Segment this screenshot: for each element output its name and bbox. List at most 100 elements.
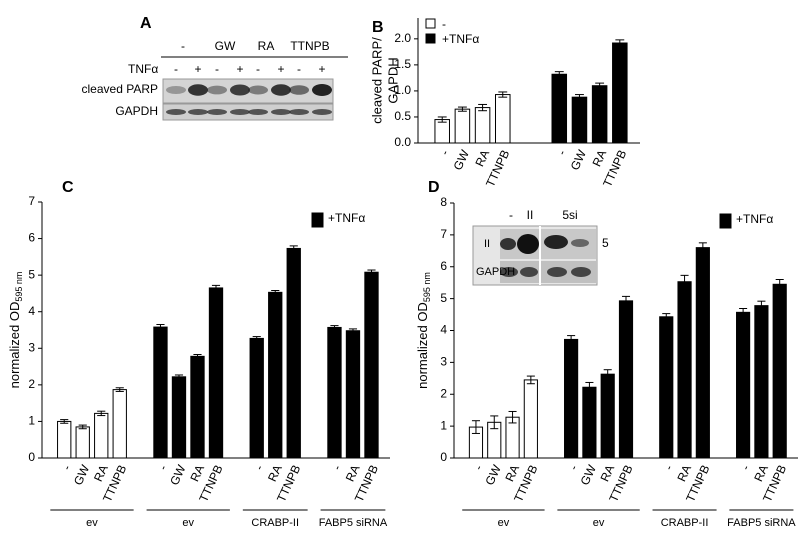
legend-label: +TNFα — [736, 212, 773, 226]
bar — [286, 247, 301, 459]
y-axis-label-sub: 595 nm — [422, 272, 432, 302]
band — [166, 109, 186, 115]
x-tick-label: GW — [568, 147, 590, 172]
y-tick-label: 0.0 — [394, 135, 411, 149]
x-tick-label: GW — [482, 462, 504, 487]
x-tick-label: - — [554, 148, 568, 158]
y-tick-label: 1 — [28, 414, 35, 428]
inset-blot: - II 5si II GAPDH 5 — [472, 208, 609, 286]
band — [271, 84, 291, 96]
y-tick-label: 2 — [28, 377, 35, 391]
x-tick-label: - — [156, 463, 170, 473]
x-tick-label: RA — [589, 148, 609, 169]
x-tick-label: RA — [502, 463, 522, 484]
group-label: ev — [86, 517, 98, 529]
bar — [57, 420, 72, 459]
y-axis-label-main: normalized OD — [7, 302, 22, 389]
y-axis-label: cleaved PARP/ — [369, 37, 384, 124]
legend-label: +TNFα — [328, 211, 365, 225]
blot-row — [500, 261, 539, 283]
bar — [364, 271, 379, 459]
x-tick-label: - — [566, 463, 580, 473]
panel-label: B — [372, 19, 384, 36]
bar — [582, 386, 597, 459]
group-label: ev — [182, 517, 194, 529]
y-tick-label: 4 — [440, 323, 447, 337]
band — [289, 85, 309, 95]
y-axis-label: normalized OD595 nm — [415, 272, 432, 389]
row-label: cleaved PARP — [82, 82, 158, 96]
bar — [564, 338, 579, 459]
bar — [345, 330, 361, 459]
band — [500, 267, 518, 277]
band — [571, 239, 589, 247]
x-tick-label: GW — [451, 147, 473, 172]
y-tick-label: 2 — [440, 386, 447, 400]
group-label: CRABP-II — [251, 517, 299, 529]
x-tick-label: - — [738, 463, 752, 473]
y-tick-label: 1.0 — [394, 83, 411, 97]
band — [500, 238, 516, 250]
x-tick-label: RA — [472, 148, 492, 169]
band — [248, 85, 268, 95]
treatment-label: RA — [258, 39, 275, 53]
bar — [736, 311, 751, 459]
legend-swatch — [311, 212, 324, 228]
bar — [75, 426, 90, 459]
bar — [618, 300, 634, 459]
panel-label: A — [140, 15, 152, 32]
group-label: FABP5 siRNA — [727, 517, 796, 529]
inset-side-label: 5 — [602, 236, 609, 250]
inset-lane-label: - — [509, 208, 513, 222]
bar — [249, 337, 264, 459]
x-tick-label: GW — [71, 462, 93, 487]
treatment-label: GW — [215, 39, 236, 53]
band — [230, 109, 250, 115]
x-tick-label: RA — [751, 463, 771, 484]
bar — [434, 119, 450, 144]
band — [207, 109, 227, 115]
treatment-label: - — [181, 39, 185, 53]
inset-lane-label: 5si — [562, 208, 577, 222]
x-tick-label: - — [330, 463, 344, 473]
band — [289, 109, 309, 115]
bar — [190, 355, 205, 459]
band — [166, 85, 186, 95]
band — [188, 109, 208, 115]
tnf-sign: - — [215, 62, 219, 76]
bar — [94, 412, 109, 459]
x-tick-label: - — [252, 463, 266, 473]
inset-lane-label: II — [527, 208, 534, 222]
blot-row — [541, 261, 596, 283]
bar — [454, 108, 471, 144]
tnf-label: TNFα — [128, 62, 158, 76]
bar — [523, 379, 538, 459]
row-label: GAPDH — [115, 104, 158, 118]
bar — [772, 283, 787, 459]
y-tick-label: 1.5 — [394, 57, 411, 71]
legend-swatch — [425, 18, 436, 29]
y-axis-label: normalized OD595 nm — [7, 272, 24, 389]
legend-swatch — [719, 213, 732, 229]
y-tick-label: 3 — [28, 340, 35, 354]
y-axis-label: GAPDH — [385, 57, 400, 103]
tnf-sign: - — [174, 62, 178, 76]
band — [312, 84, 332, 96]
inset-row-label: II — [484, 238, 490, 250]
tnf-sign: + — [236, 62, 243, 76]
tnf-sign: + — [277, 62, 284, 76]
bar — [659, 316, 674, 459]
tnf-sign: + — [194, 62, 201, 76]
x-tick-label: RA — [91, 463, 111, 484]
y-tick-label: 5 — [440, 291, 447, 305]
band — [188, 84, 208, 96]
y-tick-label: 0 — [440, 450, 447, 464]
y-tick-label: 6 — [440, 259, 447, 273]
band — [520, 267, 538, 277]
x-tick-label: RA — [674, 463, 694, 484]
panel-label: D — [428, 179, 440, 196]
